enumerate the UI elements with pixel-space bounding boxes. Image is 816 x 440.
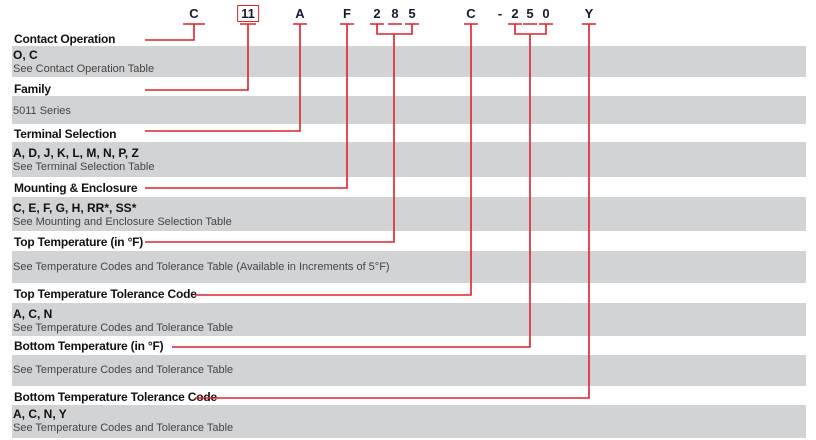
options: A, D, J, K, L, M, N, P, Z	[13, 146, 139, 160]
note: See Temperature Codes and Tolerance Tabl…	[13, 261, 390, 273]
code-mounting: F	[343, 6, 351, 21]
code-top-temp-2: 8	[391, 6, 399, 21]
options: A, C, N, Y	[13, 407, 67, 421]
note: 5011 Series	[13, 105, 71, 117]
line-mounting	[145, 24, 348, 189]
code-dash: -	[497, 6, 503, 21]
band-contact-operation: O, C See Contact Operation Table	[12, 46, 806, 77]
heading-top-tolerance: Top Temperature Tolerance Code	[14, 287, 197, 301]
line-top-tolerance	[195, 24, 472, 296]
code-bottom-temp-2: 5	[526, 6, 534, 21]
code-contact-operation: C	[189, 6, 199, 21]
options: A, C, N	[13, 307, 53, 321]
heading-bottom-temperature: Bottom Temperature (in °F)	[14, 339, 164, 353]
heading-terminal-selection: Terminal Selection	[14, 127, 117, 141]
code-bottom-temp-1: 2	[511, 6, 519, 21]
code-family: 11	[237, 5, 259, 22]
code-bottom-temp-3: 0	[542, 6, 550, 21]
heading-bottom-tolerance: Bottom Temperature Tolerance Code	[14, 390, 217, 404]
line-top-temperature	[145, 24, 413, 243]
line-bottom-tolerance	[195, 24, 590, 399]
heading-family: Family	[14, 82, 51, 96]
note: See Mounting and Enclosure Selection Tab…	[13, 216, 232, 228]
note: See Contact Operation Table	[13, 63, 155, 75]
code-top-tolerance: C	[466, 6, 476, 21]
line-contact-operation	[145, 24, 195, 41]
code-bottom-tolerance: Y	[584, 6, 594, 21]
heading-contact-operation: Contact Operation	[14, 32, 116, 46]
code-top-temp-3: 5	[408, 6, 416, 21]
heading-mounting-enclosure: Mounting & Enclosure	[14, 181, 138, 195]
note: See Temperature Codes and Tolerance Tabl…	[13, 422, 234, 434]
band-top-temperature: See Temperature Codes and Tolerance Tabl…	[12, 251, 806, 283]
band-mounting-enclosure: C, E, F, G, H, RR*, SS* See Mounting and…	[12, 197, 806, 231]
band-family: 5011 Series	[12, 96, 806, 124]
options: O, C	[13, 48, 38, 62]
code-top-temp-1: 2	[373, 6, 381, 21]
heading-top-temperature: Top Temperature (in °F)	[14, 235, 144, 249]
band-terminal-selection: A, D, J, K, L, M, N, P, Z See Terminal S…	[12, 142, 806, 177]
note: See Temperature Codes and Tolerance Tabl…	[13, 364, 234, 376]
options: C, E, F, G, H, RR*, SS*	[13, 201, 137, 215]
band-bottom-temperature: See Temperature Codes and Tolerance Tabl…	[12, 355, 806, 386]
line-bottom-temperature	[172, 24, 547, 348]
line-terminal	[145, 24, 301, 132]
code-terminal: A	[295, 6, 305, 21]
band-top-tolerance: A, C, N See Temperature Codes and Tolera…	[12, 303, 806, 336]
note: See Terminal Selection Table	[13, 161, 155, 173]
band-bottom-tolerance: A, C, N, Y See Temperature Codes and Tol…	[12, 405, 806, 438]
line-family	[145, 24, 249, 91]
note: See Temperature Codes and Tolerance Tabl…	[13, 322, 234, 334]
